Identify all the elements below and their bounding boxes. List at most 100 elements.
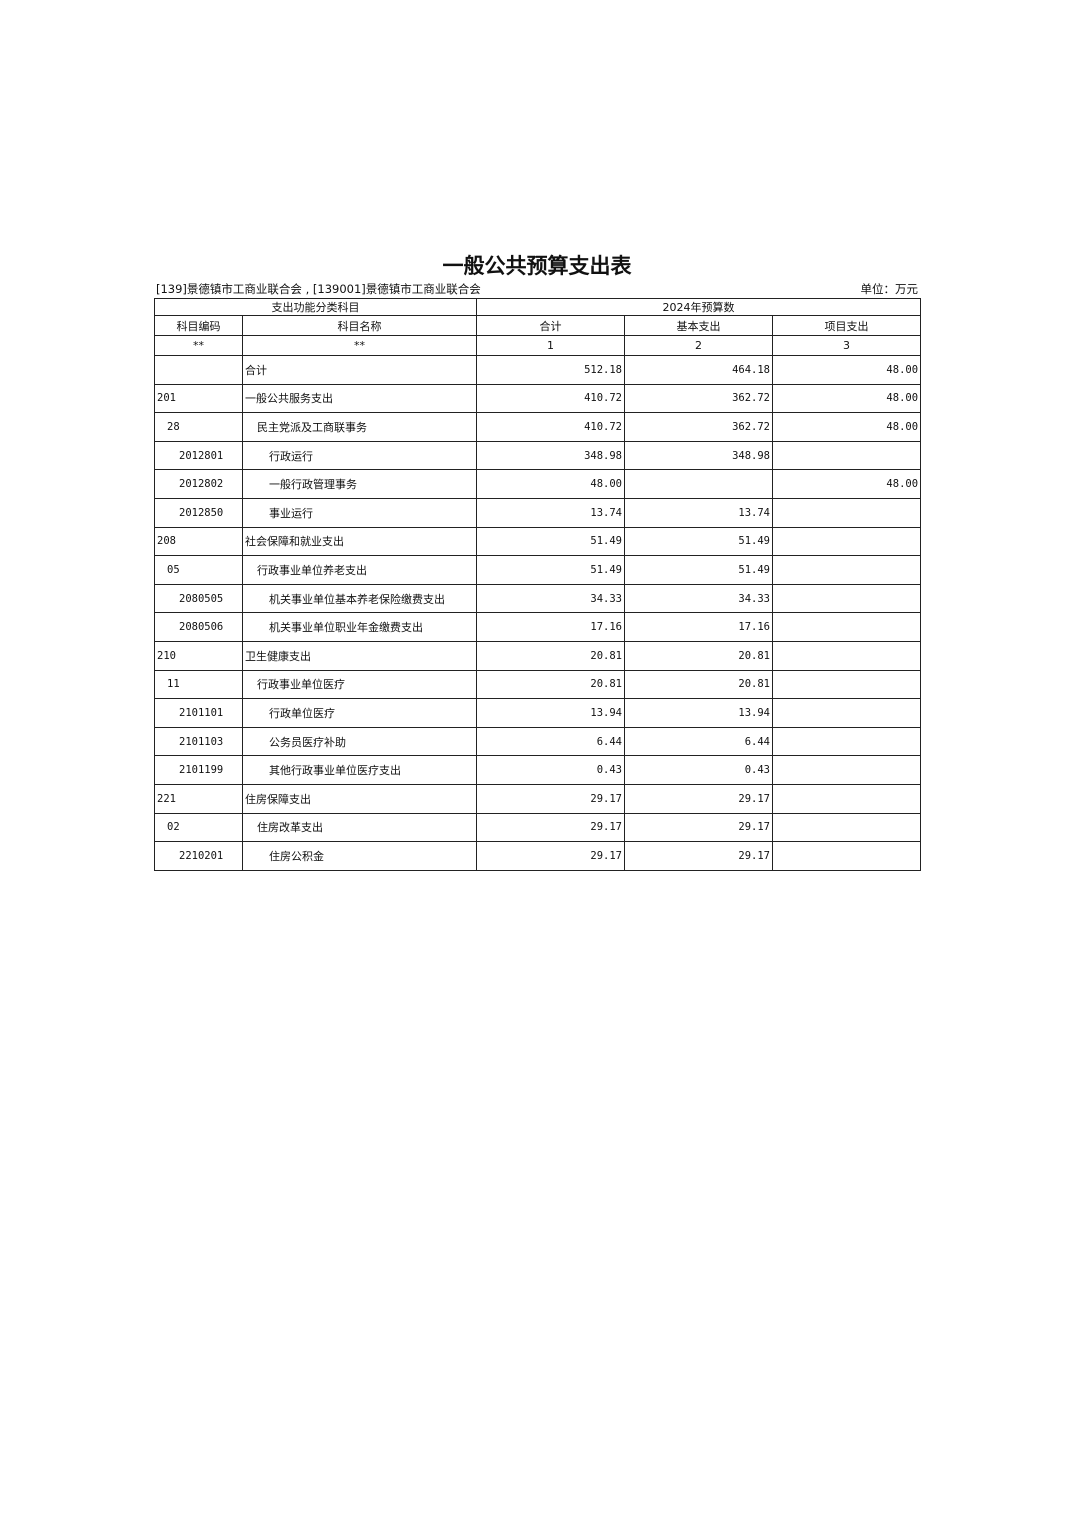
cell-basic: 51.49: [624, 526, 773, 557]
table-row: 2210201 住房公积金 29.17 29.17: [154, 841, 922, 871]
cell-name: 住房保障支出: [242, 783, 477, 814]
cell-project: [771, 841, 922, 871]
cell-name: 住房改革支出: [242, 812, 477, 843]
cell-total: 13.94: [476, 698, 625, 728]
cell-project: [771, 640, 922, 671]
cell-name: 公务员医疗补助: [242, 726, 477, 757]
header-basic: 基本支出: [624, 315, 773, 336]
table-row: 221 住房保障支出 29.17 29.17: [154, 783, 922, 814]
cell-project: [771, 583, 922, 614]
cell-basic: 51.49: [624, 555, 773, 585]
table-row: 11 行政事业单位医疗 20.81 20.81: [154, 669, 922, 700]
cell-basic: 362.72: [624, 383, 773, 414]
table-row: 2080505 机关事业单位基本养老保险缴费支出 34.33 34.33: [154, 583, 922, 614]
cell-project: [771, 555, 922, 585]
cell-total: 17.16: [476, 612, 625, 642]
table-row: 2012802 一般行政管理事务 48.00 48.00: [154, 469, 922, 499]
cell-total: 34.33: [476, 583, 625, 614]
header-row-columns: 科目编码 科目名称 合计 基本支出 项目支出: [154, 315, 922, 336]
cell-code: 02: [154, 812, 243, 843]
table-row: 05 行政事业单位养老支出 51.49 51.49: [154, 555, 922, 585]
table-row: 2080506 机关事业单位职业年金缴费支出 17.16 17.16: [154, 612, 922, 642]
cell-name: 行政单位医疗: [242, 698, 477, 728]
cell-code: 210: [154, 640, 243, 671]
cell-code: 2012801: [154, 440, 243, 471]
cell-project: [771, 612, 922, 642]
cell-code: 2012802: [154, 469, 243, 499]
cell-basic: 13.74: [624, 497, 773, 528]
index-name: **: [242, 335, 477, 356]
cell-code: 2101103: [154, 726, 243, 757]
table-row: 合计 512.18 464.18 48.00: [154, 355, 922, 385]
index-3: 3: [771, 335, 922, 356]
index-code: **: [154, 335, 243, 356]
document-title: 一般公共预算支出表: [442, 253, 632, 278]
cell-total: 51.49: [476, 555, 625, 585]
cell-name: 机关事业单位职业年金缴费支出: [242, 612, 477, 642]
cell-code: 2012850: [154, 497, 243, 528]
cell-total: 29.17: [476, 812, 625, 843]
budget-table: 支出功能分类科目 2024年预算数 科目编码 科目名称 合计 基本支出 项目支出…: [154, 298, 922, 871]
cell-total: 0.43: [476, 755, 625, 785]
cell-name: 社会保障和就业支出: [242, 526, 477, 557]
cell-code: 2101199: [154, 755, 243, 785]
index-1: 1: [476, 335, 625, 356]
cell-basic: 29.17: [624, 841, 773, 871]
cell-code: 28: [154, 412, 243, 442]
cell-project: 48.00: [771, 383, 922, 414]
cell-basic: 29.17: [624, 812, 773, 843]
cell-code: 2101101: [154, 698, 243, 728]
table-row: 201 一般公共服务支出 410.72 362.72 48.00: [154, 383, 922, 414]
cell-basic: 0.43: [624, 755, 773, 785]
cell-code: 2080505: [154, 583, 243, 614]
cell-basic: [624, 469, 773, 499]
header-function-class: 支出功能分类科目: [154, 298, 477, 316]
cell-name: 合计: [242, 355, 477, 385]
cell-basic: 20.81: [624, 640, 773, 671]
cell-project: 48.00: [771, 355, 922, 385]
cell-total: 6.44: [476, 726, 625, 757]
table-row: 208 社会保障和就业支出 51.49 51.49: [154, 526, 922, 557]
cell-code: 11: [154, 669, 243, 700]
cell-total: 410.72: [476, 412, 625, 442]
cell-code: 05: [154, 555, 243, 585]
cell-name: 行政运行: [242, 440, 477, 471]
cell-project: [771, 669, 922, 700]
cell-basic: 464.18: [624, 355, 773, 385]
cell-name: 一般公共服务支出: [242, 383, 477, 414]
cell-basic: 20.81: [624, 669, 773, 700]
cell-code: 208: [154, 526, 243, 557]
cell-project: [771, 783, 922, 814]
cell-basic: 348.98: [624, 440, 773, 471]
cell-name: 行政事业单位养老支出: [242, 555, 477, 585]
cell-project: [771, 497, 922, 528]
cell-project: [771, 755, 922, 785]
cell-name: 事业运行: [242, 497, 477, 528]
cell-project: [771, 440, 922, 471]
cell-project: [771, 526, 922, 557]
table-row: 02 住房改革支出 29.17 29.17: [154, 812, 922, 843]
header-project: 项目支出: [771, 315, 922, 336]
cell-code: 2080506: [154, 612, 243, 642]
cell-code: 2210201: [154, 841, 243, 871]
cell-basic: 6.44: [624, 726, 773, 757]
cell-total: 348.98: [476, 440, 625, 471]
index-2: 2: [624, 335, 773, 356]
header-row-group: 支出功能分类科目 2024年预算数: [154, 298, 922, 316]
cell-basic: 34.33: [624, 583, 773, 614]
cell-basic: 17.16: [624, 612, 773, 642]
cell-total: 410.72: [476, 383, 625, 414]
header-code: 科目编码: [154, 315, 243, 336]
header-name: 科目名称: [242, 315, 477, 336]
table-row: 2101199 其他行政事业单位医疗支出 0.43 0.43: [154, 755, 922, 785]
cell-name: 一般行政管理事务: [242, 469, 477, 499]
cell-basic: 362.72: [624, 412, 773, 442]
table-row: 2101101 行政单位医疗 13.94 13.94: [154, 698, 922, 728]
cell-basic: 29.17: [624, 783, 773, 814]
cell-code: 221: [154, 783, 243, 814]
cell-total: 51.49: [476, 526, 625, 557]
cell-total: 13.74: [476, 497, 625, 528]
cell-total: 48.00: [476, 469, 625, 499]
organization-label: [139]景德镇市工商业联合会 , [139001]景德镇市工商业联合会: [156, 282, 481, 296]
